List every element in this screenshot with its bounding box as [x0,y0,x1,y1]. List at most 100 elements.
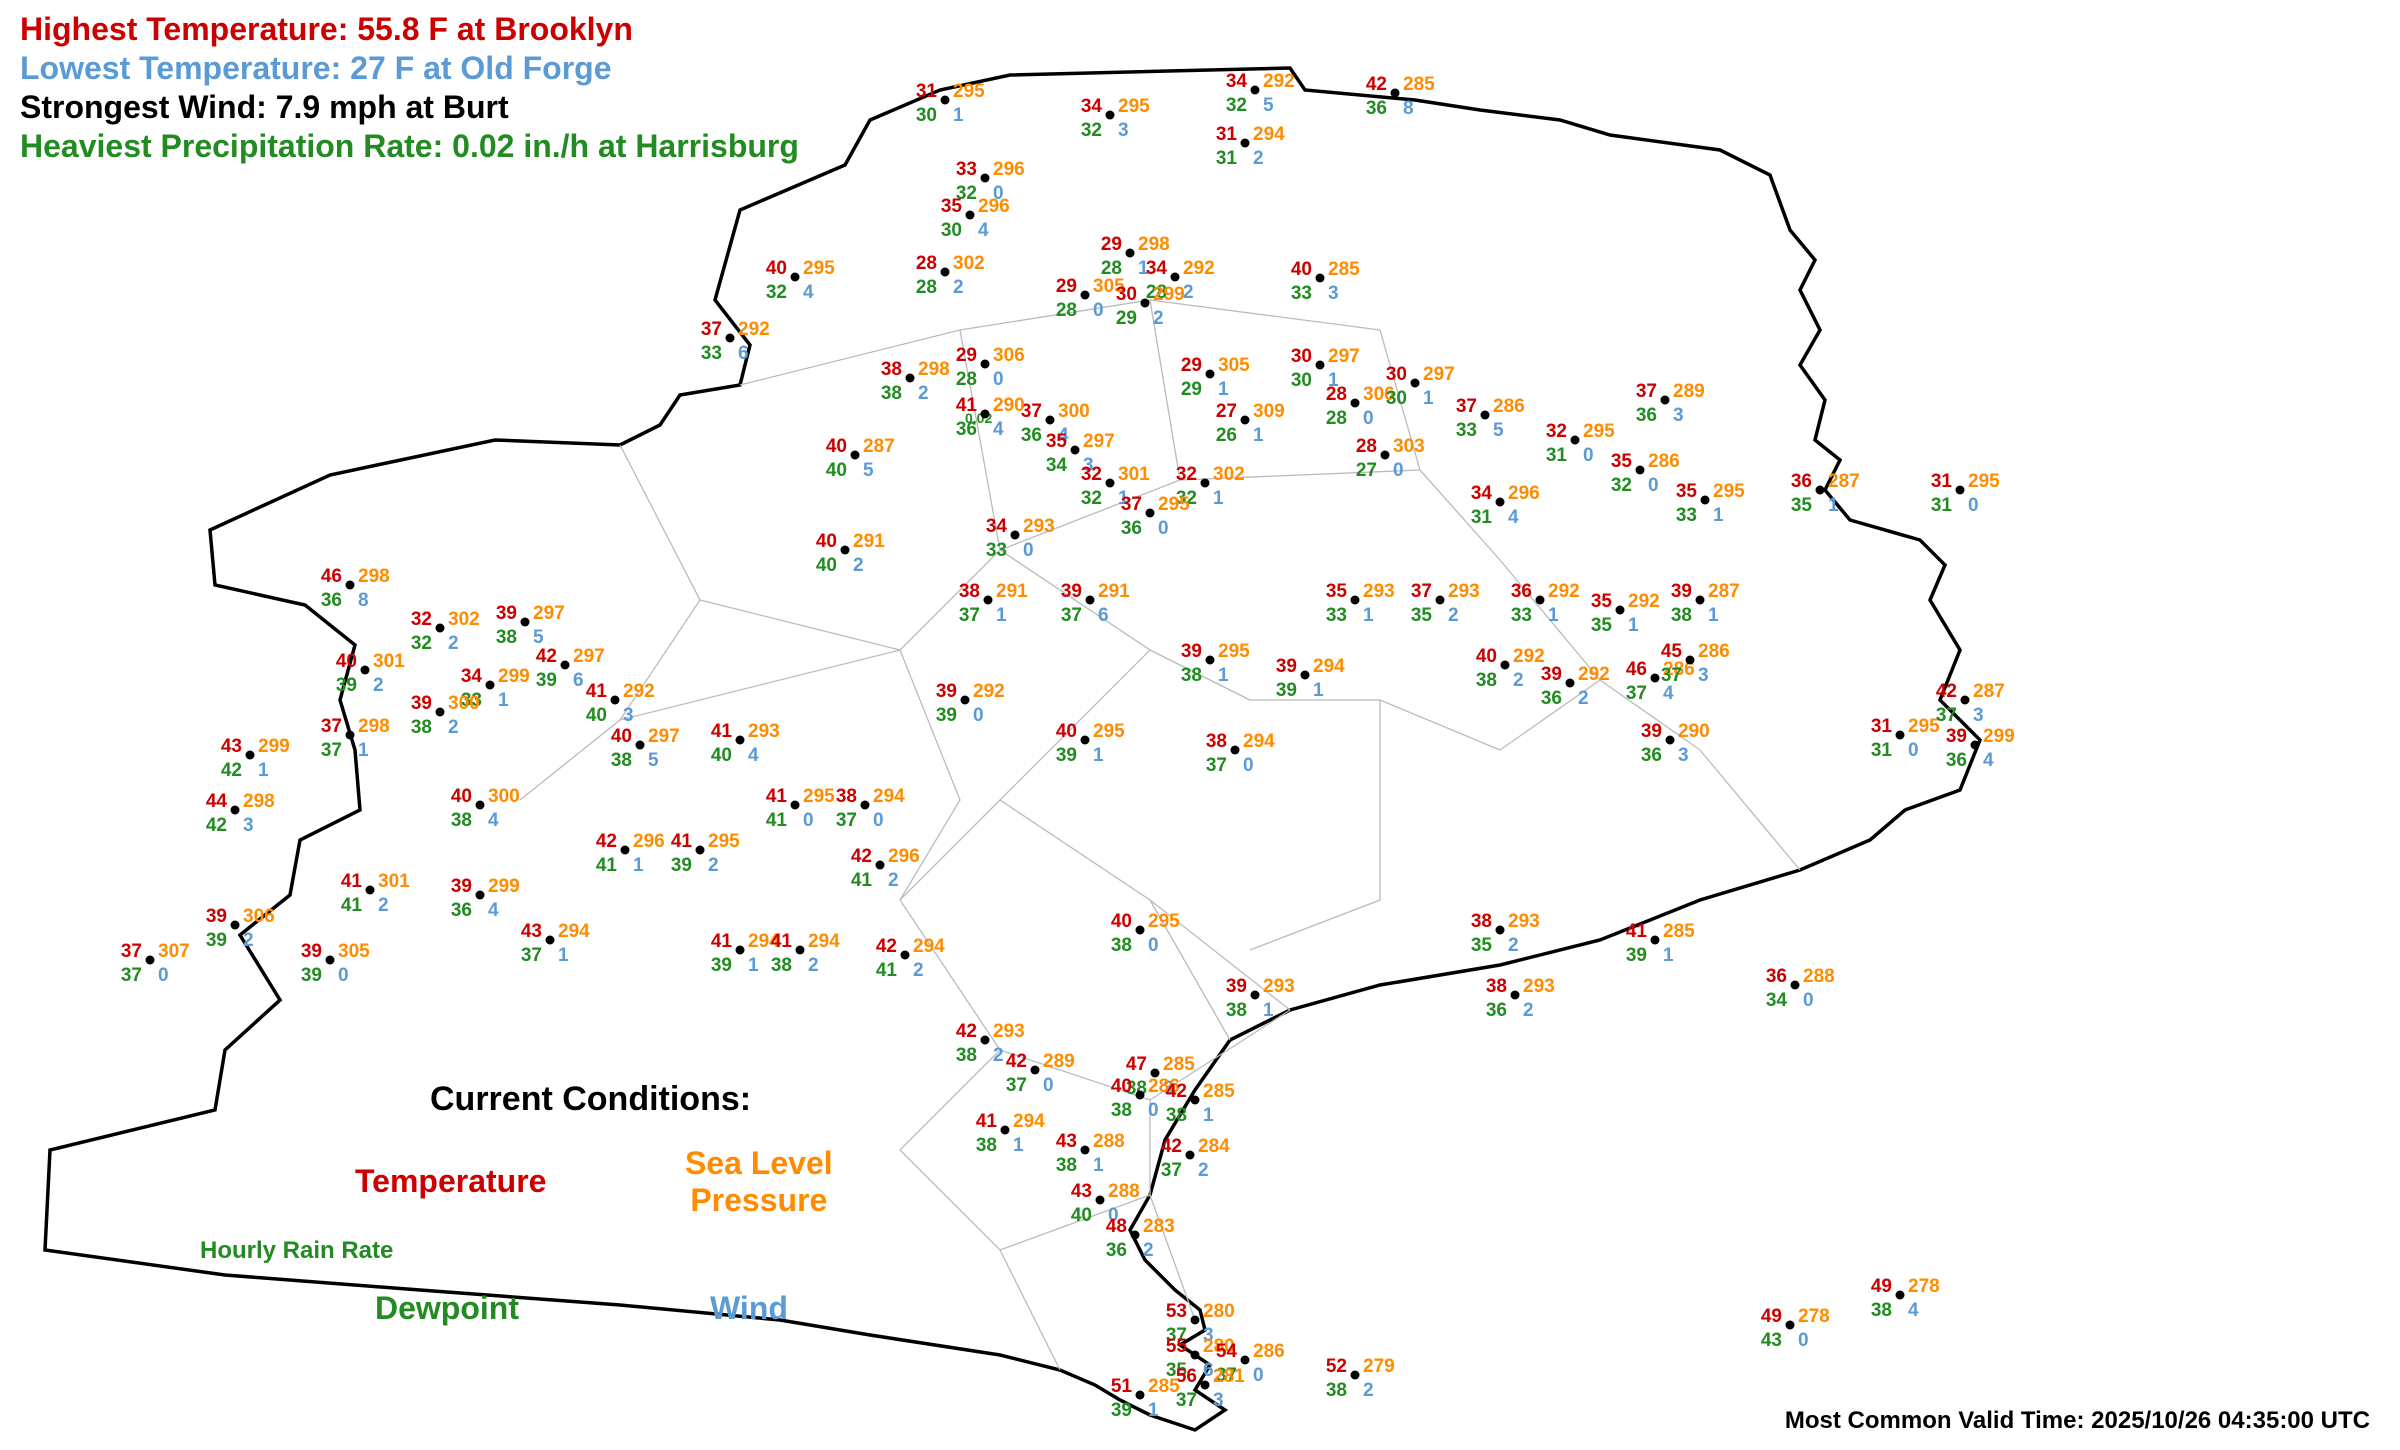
station-wind: 6 [738,344,749,363]
station-temperature: 39 [451,877,472,896]
station-marker-dot [876,861,885,870]
station-temperature: 42 [1366,75,1387,94]
station-dewpoint: 38 [1181,666,1202,685]
station-wind: 6 [1203,1361,1214,1380]
station-wind: 4 [488,811,499,830]
station-wind: 0 [803,811,814,830]
station-wind: 3 [623,706,634,725]
station-temperature: 44 [206,792,227,811]
station-pressure: 287 [1973,682,2005,701]
station-marker-dot [901,951,910,960]
station-wind: 5 [1493,421,1504,440]
station-wind: 2 [373,676,384,695]
station-temperature: 29 [956,346,977,365]
station-wind: 0 [338,966,349,985]
station-wind: 1 [358,741,369,760]
station-pressure: 299 [258,737,290,756]
station-pressure: 299 [1153,285,1185,304]
station-pressure: 291 [853,532,885,551]
station-wind: 2 [853,556,864,575]
station-temperature: 38 [1206,732,1227,751]
station-dewpoint: 37 [959,606,980,625]
station-temperature: 30 [1386,365,1407,384]
station-wind: 2 [1363,1381,1374,1400]
station-temperature: 31 [1871,717,1892,736]
station-pressure: 288 [1108,1182,1140,1201]
station-wind: 2 [448,718,459,737]
station-marker-dot [361,666,370,675]
station-dewpoint: 31 [1931,496,1952,515]
station-wind: 2 [808,956,819,975]
station-wind: 0 [1908,741,1919,760]
station-dewpoint: 38 [881,384,902,403]
station-dewpoint: 37 [321,741,342,760]
station-marker-dot [1001,1126,1010,1135]
station-dewpoint: 35 [1791,496,1812,515]
station-marker-dot [1896,1291,1905,1300]
station-wind: 4 [1983,751,1994,770]
station-wind: 0 [1253,1366,1264,1385]
station-marker-dot [1661,396,1670,405]
station-wind: 3 [1673,406,1684,425]
station-wind: 1 [953,106,964,125]
station-temperature: 51 [1111,1377,1132,1396]
station-dewpoint: 32 [766,283,787,302]
station-pressure: 298 [358,567,390,586]
station-pressure: 293 [1448,582,1480,601]
station-dewpoint: 37 [1206,756,1227,775]
station-wind: 1 [1213,489,1224,508]
station-wind: 0 [1148,1101,1159,1120]
legend-sea-level-pressure: Sea Level Pressure [685,1145,833,1219]
station-wind: 2 [448,634,459,653]
station-dewpoint: 37 [1626,684,1647,703]
station-marker-dot [1171,273,1180,282]
station-dewpoint: 33 [1291,284,1312,303]
station-dewpoint: 28 [1056,301,1077,320]
station-temperature: 40 [1056,722,1077,741]
station-wind: 3 [1118,121,1129,140]
station-marker-dot [966,211,975,220]
station-pressure: 283 [1143,1217,1175,1236]
station-pressure: 294 [913,937,945,956]
station-pressure: 288 [1803,967,1835,986]
station-temperature: 34 [986,517,1007,536]
station-dewpoint: 36 [1106,1241,1127,1260]
station-temperature: 42 [851,847,872,866]
station-temperature: 43 [1056,1132,1077,1151]
station-temperature: 43 [1071,1182,1092,1201]
station-temperature: 41 [1626,922,1647,941]
station-wind: 2 [913,961,924,980]
station-wind: 1 [1218,380,1229,399]
station-pressure: 299 [498,667,530,686]
station-temperature: 40 [336,652,357,671]
station-pressure: 300 [488,787,520,806]
station-wind: 2 [708,856,719,875]
station-wind: 2 [1508,936,1519,955]
station-temperature: 42 [876,937,897,956]
station-temperature: 27 [1216,402,1237,421]
station-marker-dot [736,946,745,955]
station-pressure: 301 [1118,465,1150,484]
station-wind: 1 [996,606,1007,625]
station-wind: 3 [1328,284,1339,303]
station-wind: 4 [748,746,759,765]
station-dewpoint: 37 [1661,666,1682,685]
station-dewpoint: 39 [711,956,732,975]
station-temperature: 32 [411,610,432,629]
station-dewpoint: 38 [1166,1106,1187,1125]
station-wind: 1 [258,761,269,780]
station-temperature: 28 [1356,437,1377,456]
station-pressure: 279 [1363,1357,1395,1376]
station-wind: 4 [978,221,989,240]
station-marker-dot [1206,656,1215,665]
station-marker-dot [1186,1151,1195,1160]
station-dewpoint: 40 [816,556,837,575]
station-temperature: 37 [1456,397,1477,416]
station-pressure: 297 [533,604,565,623]
station-dewpoint: 27 [1356,461,1377,480]
station-marker-dot [1701,496,1710,505]
station-dewpoint: 30 [916,106,937,125]
station-pressure: 295 [803,259,835,278]
station-pressure: 285 [1663,922,1695,941]
station-marker-dot [1136,926,1145,935]
